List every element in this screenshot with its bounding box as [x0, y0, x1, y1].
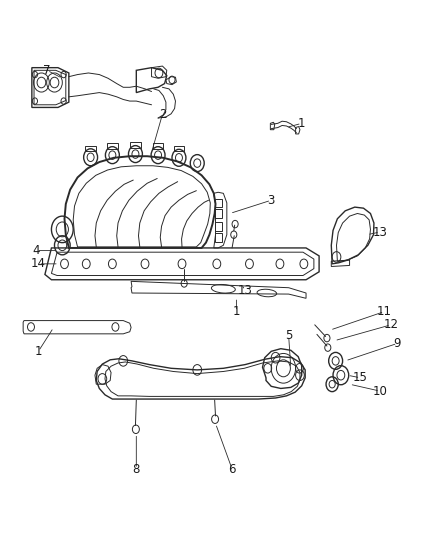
- Text: 10: 10: [373, 385, 388, 398]
- Text: 4: 4: [32, 244, 40, 257]
- Text: 15: 15: [353, 372, 368, 384]
- Text: 11: 11: [377, 305, 392, 318]
- Text: 1: 1: [298, 117, 305, 130]
- Text: 13: 13: [238, 284, 253, 297]
- Text: 3: 3: [268, 193, 275, 207]
- Text: 1: 1: [35, 345, 42, 358]
- Text: 8: 8: [133, 463, 140, 475]
- Text: 6: 6: [228, 463, 236, 475]
- Text: 1: 1: [233, 305, 240, 318]
- Text: 13: 13: [373, 225, 388, 239]
- Text: 5: 5: [285, 329, 292, 342]
- Text: 9: 9: [394, 337, 401, 350]
- Text: 7: 7: [43, 64, 51, 77]
- Text: 12: 12: [383, 318, 399, 332]
- Text: 2: 2: [159, 108, 166, 121]
- Text: 14: 14: [31, 257, 46, 270]
